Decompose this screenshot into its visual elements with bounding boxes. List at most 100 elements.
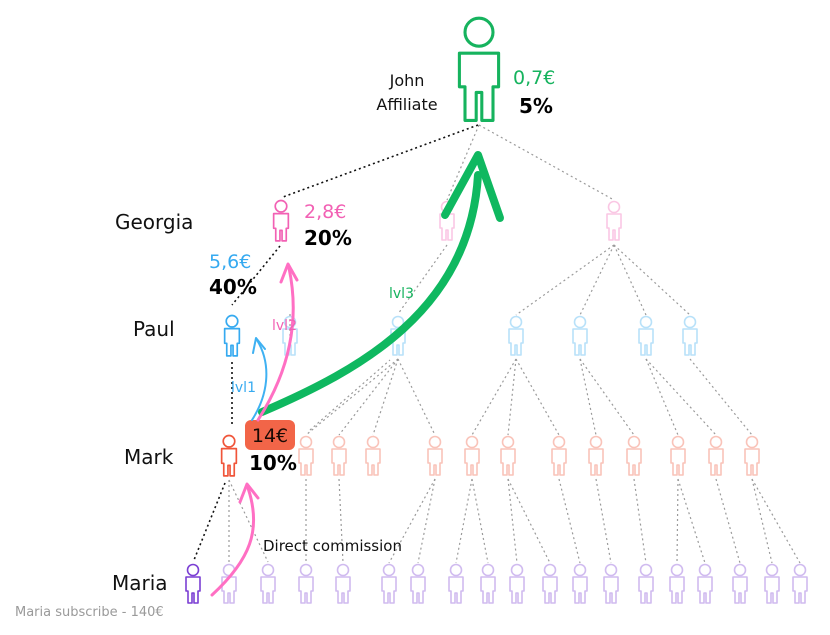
lvl1-arrow-icon: [251, 339, 268, 421]
tree-link: [507, 478, 518, 564]
tree-link: [446, 124, 480, 201]
mark-percent: 10%: [249, 451, 297, 475]
member-icon: [551, 435, 567, 476]
member-icon: [588, 435, 604, 476]
mark-name: Mark: [124, 445, 174, 469]
tree-link: [228, 479, 269, 563]
tree-link: [689, 358, 753, 436]
member-icon: [638, 315, 654, 356]
tree-link: [558, 478, 581, 564]
tree-link: [397, 358, 436, 436]
john-percent: 5%: [519, 94, 553, 118]
maria-figure: [185, 563, 201, 604]
member-icon: [542, 563, 558, 604]
member-icon: [509, 563, 525, 604]
paul-name: Paul: [133, 317, 175, 341]
member-icon: [480, 563, 496, 604]
member-icon: [331, 435, 347, 476]
commission-chain: [193, 124, 479, 561]
direct-commission-label: Direct commission: [263, 537, 402, 555]
member-icon: [335, 563, 351, 604]
member-icon: [572, 563, 588, 604]
member-icon: [638, 563, 654, 604]
mark-figure: [220, 434, 238, 477]
footer-caption: Maria subscribe - 140€: [15, 605, 164, 620]
member-icon: [764, 563, 780, 604]
member-icon: [606, 200, 622, 241]
tree-link: [645, 358, 717, 436]
tree-link: [338, 358, 399, 436]
mark-amount-badge: [245, 420, 295, 450]
tree-link: [471, 478, 489, 564]
tree-link: [478, 124, 615, 201]
direct-arrow-icon: [210, 486, 256, 597]
member-icon: [670, 435, 686, 476]
tree-link: [595, 478, 612, 564]
lvl1-label: lvl1: [231, 380, 256, 396]
member-icon: [500, 435, 516, 476]
member-icon: [508, 315, 524, 356]
member-icon: [697, 563, 713, 604]
tree-link: [507, 478, 551, 564]
paul-amount: 5,6€: [209, 251, 251, 273]
tree-link: [751, 478, 773, 564]
tree-link: [676, 478, 679, 564]
tree-link: [372, 358, 399, 436]
member-icon: [682, 315, 698, 356]
paul-figure: [223, 314, 241, 357]
member-icon: [732, 563, 748, 604]
georgia-name: Georgia: [115, 210, 193, 234]
tree-link: [515, 244, 615, 316]
member-icon: [298, 563, 314, 604]
member-icon: [603, 563, 619, 604]
member-icon: [572, 315, 588, 356]
john-name-line2: Affiliate: [376, 95, 437, 114]
john-name-line1: John: [389, 71, 425, 90]
member-icon: [464, 435, 480, 476]
paul-percent: 40%: [209, 275, 257, 299]
member-icon: [365, 435, 381, 476]
lvl3-arrow-icon: [258, 171, 482, 416]
georgia-amount: 2,8€: [304, 201, 346, 223]
member-icon: [448, 563, 464, 604]
lvl2-label: lvl2: [272, 318, 297, 334]
tree-link: [455, 478, 473, 564]
direct-arrowhead-icon: [238, 482, 260, 504]
member-icon: [410, 563, 426, 604]
lvl2-arrowhead-icon: [279, 262, 299, 284]
tree-link: [677, 478, 706, 564]
chain-john-georgia: [282, 124, 479, 198]
member-icon: [626, 435, 642, 476]
tree-link: [579, 358, 597, 436]
member-icon: [669, 563, 685, 604]
mark-amount: 14€: [252, 425, 288, 447]
tree-link: [338, 478, 344, 564]
member-icon: [298, 435, 314, 476]
chain-mark-maria: [193, 482, 226, 561]
member-icon: [792, 563, 808, 604]
network-tree-lines: [228, 124, 801, 564]
tree-link: [645, 358, 679, 436]
maria-name: Maria: [112, 571, 168, 595]
tree-link: [507, 358, 517, 436]
tree-link: [633, 478, 647, 564]
member-icon: [708, 435, 724, 476]
member-icon: [260, 563, 276, 604]
tree-link: [471, 358, 517, 436]
tree-link: [715, 478, 741, 564]
tree-link: [579, 358, 635, 436]
lvl3-label: lvl3: [389, 286, 414, 302]
tree-link: [751, 478, 801, 564]
member-icon: [427, 435, 443, 476]
john-figure: [457, 16, 501, 122]
john-amount: 0,7€: [513, 67, 555, 89]
tree-link: [579, 244, 615, 316]
tree-link: [613, 244, 691, 316]
tree-link: [417, 478, 436, 564]
lvl3-arrowhead-icon: [441, 151, 504, 222]
tree-link: [397, 244, 448, 315]
member-icon: [381, 563, 397, 604]
tree-link: [515, 358, 560, 436]
tree-link: [388, 478, 436, 564]
